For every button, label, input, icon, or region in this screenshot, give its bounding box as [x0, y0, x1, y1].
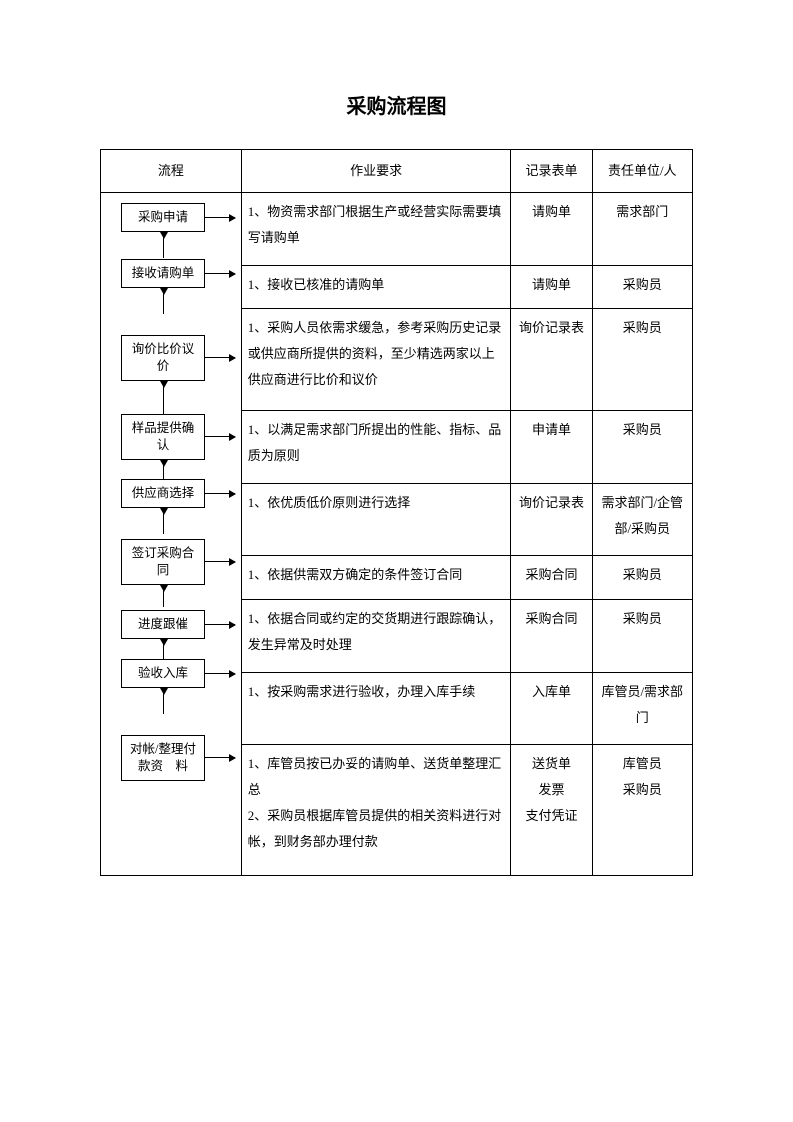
arrow-right-icon: [205, 217, 235, 218]
arrow-right-icon: [205, 561, 235, 562]
arrow-right-icon: [205, 757, 235, 758]
arrow-down-icon: [163, 288, 164, 314]
record-cell: 采购合同: [511, 599, 592, 672]
flow-step: 对帐/整理付款资 料: [107, 719, 235, 781]
flow-box: 样品提供确认: [121, 414, 205, 460]
requirement-cell: 1、依据合同或约定的交货期进行跟踪确认，发生异常及时处理: [241, 599, 511, 672]
procurement-flow-table: 流程 作业要求 记录表单 责任单位/人 采购申请接收请购单询价比价议价样品提供确…: [100, 149, 693, 876]
arrow-down-icon: [163, 232, 164, 258]
col-flow: 流程: [101, 150, 242, 193]
arrow-down-icon: [163, 508, 164, 534]
requirement-cell: 1、以满足需求部门所提出的性能、指标、品质为原则: [241, 410, 511, 483]
requirement-cell: 1、依据供需双方确定的条件签订合同: [241, 556, 511, 600]
flow-box: 验收入库: [121, 659, 205, 688]
arrow-down-icon: [163, 688, 164, 714]
page-title: 采购流程图: [100, 90, 693, 119]
col-record: 记录表单: [511, 150, 592, 193]
record-cell: 入库单: [511, 672, 592, 745]
record-cell: 请购单: [511, 193, 592, 266]
table-header-row: 流程 作业要求 记录表单 责任单位/人: [101, 150, 693, 193]
record-cell: 申请单: [511, 410, 592, 483]
responsible-cell: 采购员: [592, 309, 692, 411]
record-cell: 询价记录表: [511, 483, 592, 556]
flow-box: 供应商选择: [121, 479, 205, 508]
arrow-right-icon: [205, 436, 235, 437]
flow-box: 进度跟催: [121, 610, 205, 639]
requirement-cell: 1、接收已核准的请购单: [241, 265, 511, 309]
arrow-right-icon: [205, 273, 235, 274]
col-requirement: 作业要求: [241, 150, 511, 193]
requirement-cell: 1、物资需求部门根据生产或经营实际需要填写请购单: [241, 193, 511, 266]
responsible-cell: 库管员/需求部门: [592, 672, 692, 745]
responsible-cell: 采购员: [592, 556, 692, 600]
flow-box: 接收请购单: [121, 259, 205, 288]
responsible-cell: 采购员: [592, 410, 692, 483]
flow-step: 验收入库: [107, 659, 235, 714]
arrow-right-icon: [205, 673, 235, 674]
responsible-cell: 需求部门/企管部/采购员: [592, 483, 692, 556]
flow-step: 接收请购单: [107, 259, 235, 314]
responsible-cell: 采购员: [592, 265, 692, 309]
record-cell: 采购合同: [511, 556, 592, 600]
arrow-right-icon: [205, 493, 235, 494]
responsible-cell: 需求部门: [592, 193, 692, 266]
responsible-cell: 库管员采购员: [592, 745, 692, 876]
requirement-cell: 1、按采购需求进行验收，办理入库手续: [241, 672, 511, 745]
record-cell: 询价记录表: [511, 309, 592, 411]
record-cell: 送货单发票支付凭证: [511, 745, 592, 876]
flow-step: 供应商选择: [107, 479, 235, 534]
requirement-cell: 1、库管员按已办妥的请购单、送货单整理汇总2、采购员根据库管员提供的相关资料进行…: [241, 745, 511, 876]
requirement-cell: 1、采购人员依需求缓急，参考采购历史记录或供应商所提供的资料，至少精选两家以上供…: [241, 309, 511, 411]
flow-box: 采购申请: [121, 203, 205, 232]
flow-box: 询价比价议价: [121, 335, 205, 381]
flow-step: 采购申请: [107, 199, 235, 258]
table-row: 采购申请接收请购单询价比价议价样品提供确认供应商选择签订采购合同进度跟催验收入库…: [101, 193, 693, 266]
flow-box: 签订采购合同: [121, 539, 205, 585]
record-cell: 请购单: [511, 265, 592, 309]
arrow-right-icon: [205, 624, 235, 625]
flow-diagram-cell: 采购申请接收请购单询价比价议价样品提供确认供应商选择签订采购合同进度跟催验收入库…: [101, 193, 242, 876]
responsible-cell: 采购员: [592, 599, 692, 672]
requirement-cell: 1、依优质低价原则进行选择: [241, 483, 511, 556]
flow-box: 对帐/整理付款资 料: [121, 735, 205, 781]
flow-step: 进度跟催: [107, 594, 235, 669]
col-responsible: 责任单位/人: [592, 150, 692, 193]
arrow-right-icon: [205, 357, 235, 358]
